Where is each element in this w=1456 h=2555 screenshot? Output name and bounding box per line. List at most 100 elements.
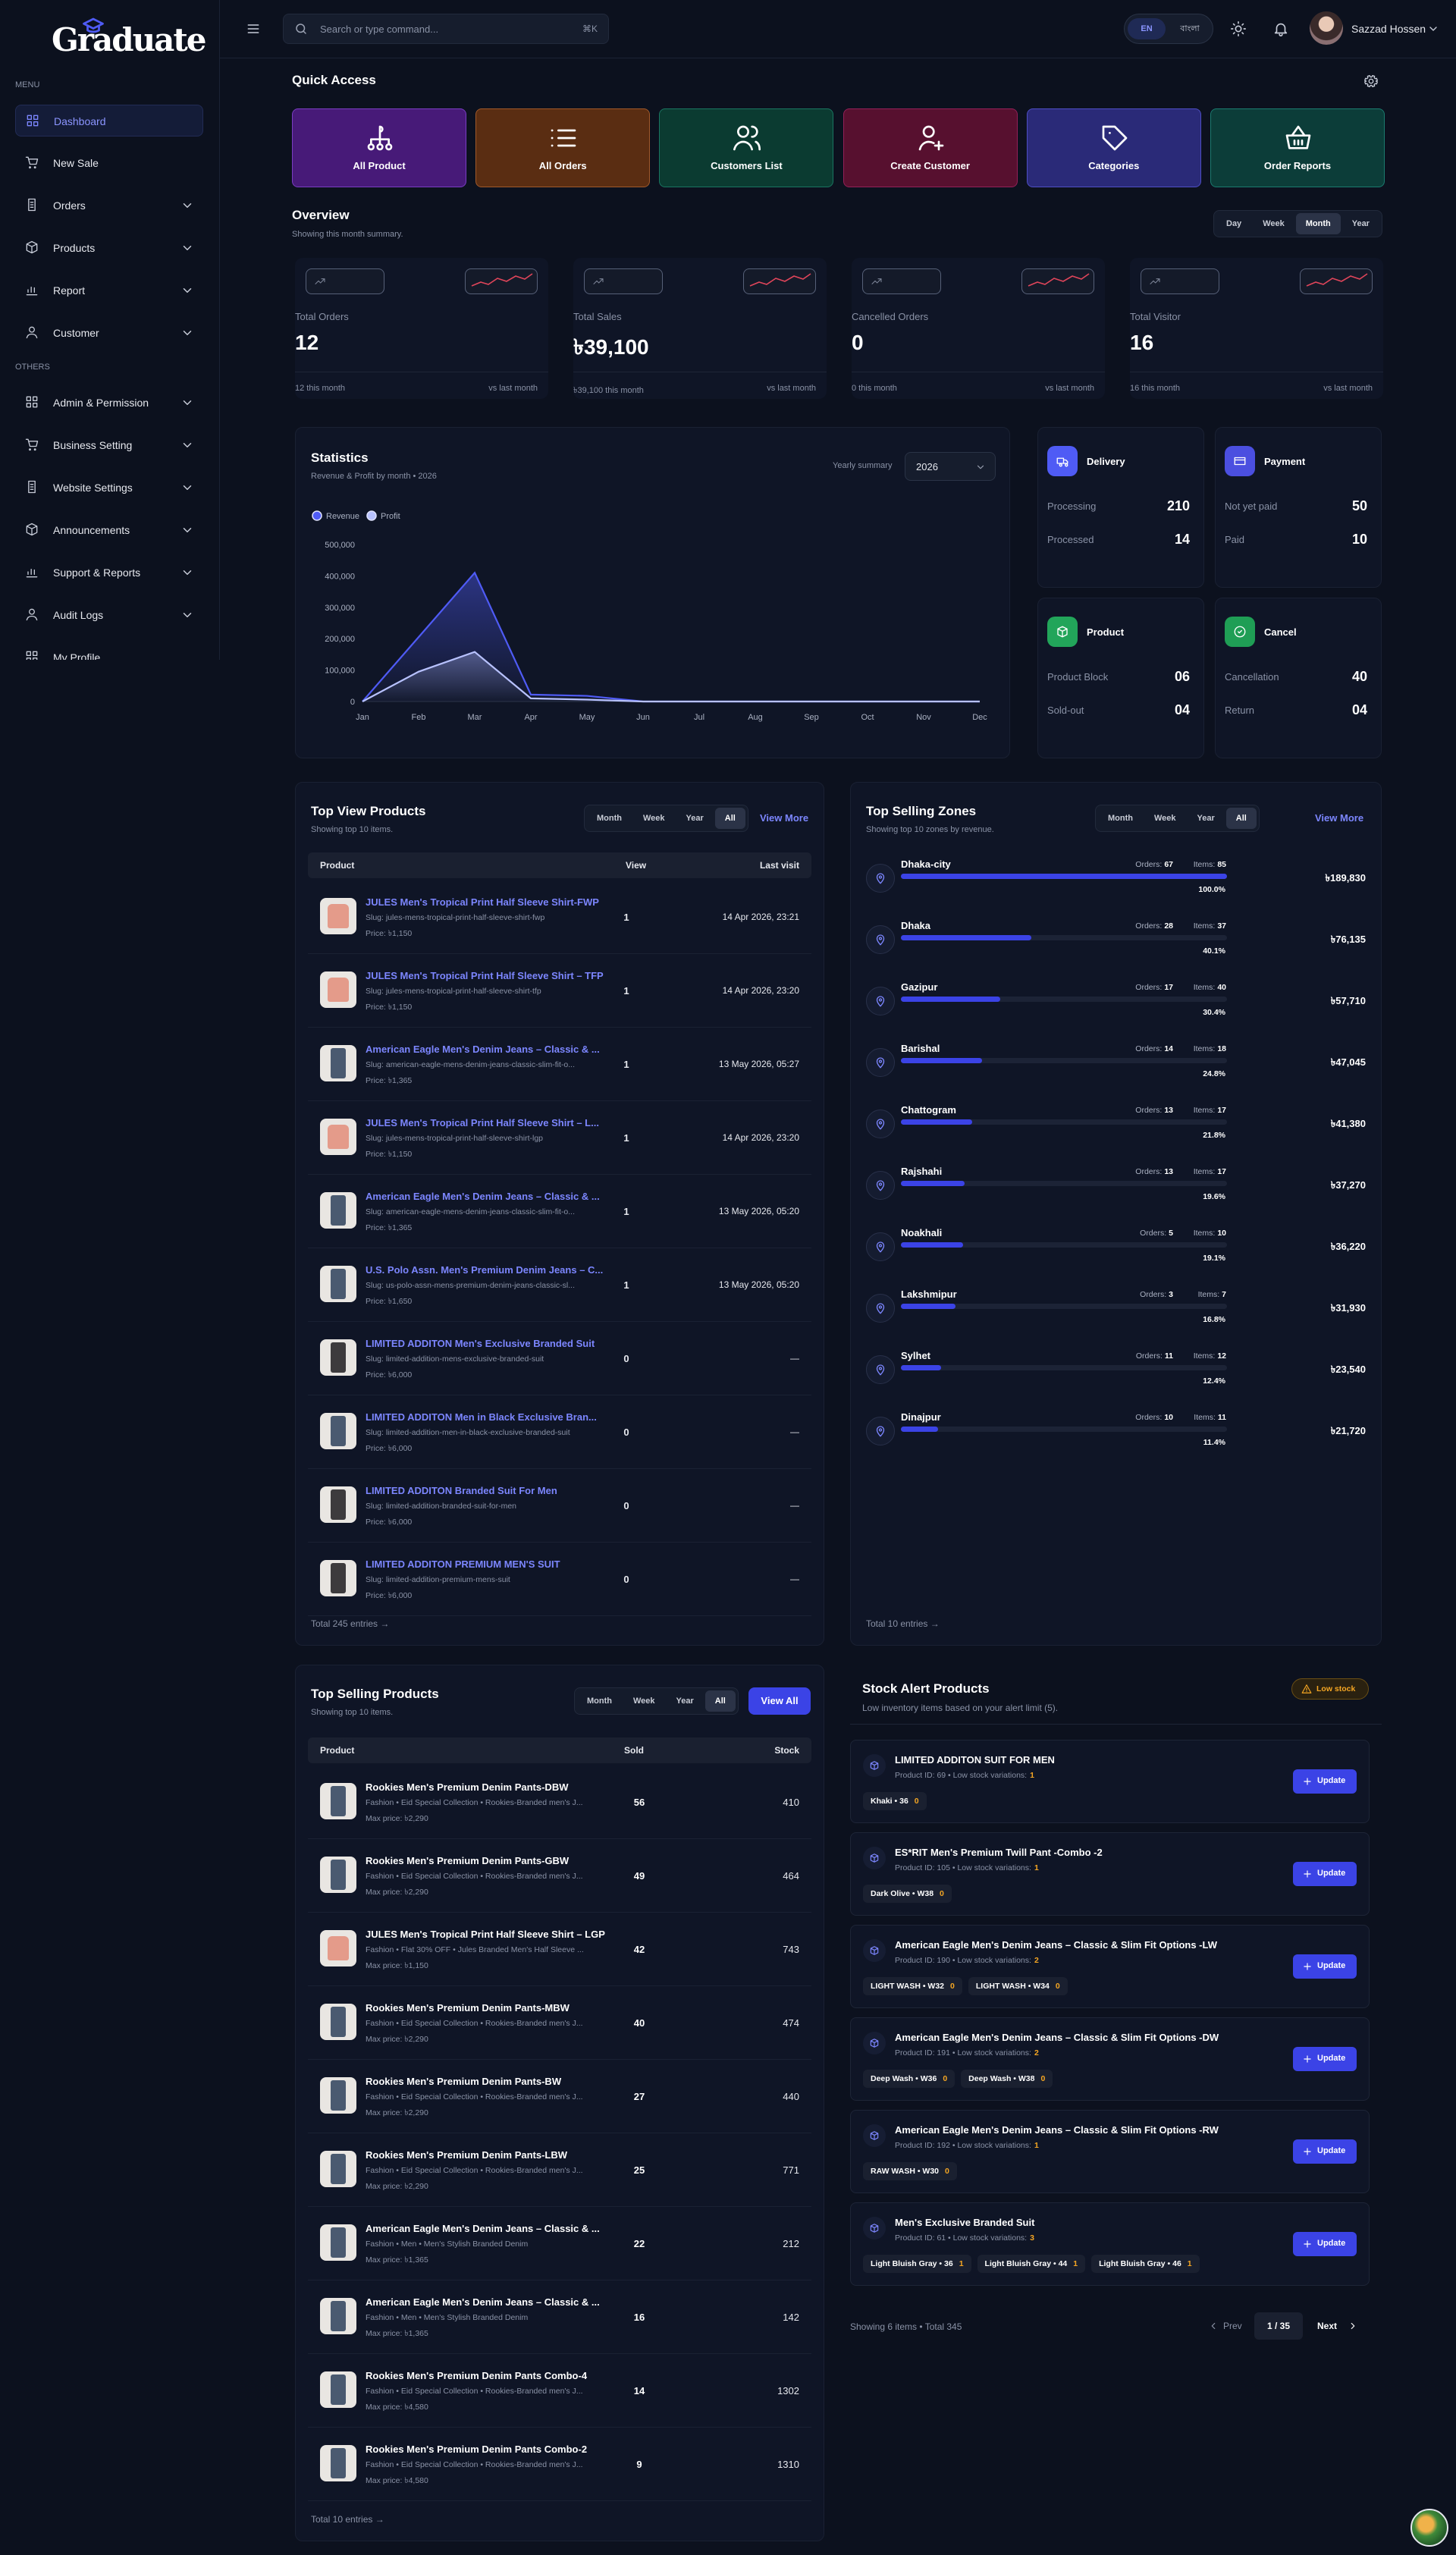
sold-count: 9	[636, 2459, 642, 2470]
tab[interactable]: Week	[1153, 814, 1176, 823]
quick-access-card[interactable]: Create Customer	[843, 108, 1018, 187]
prev-button[interactable]: Prev	[1202, 2312, 1254, 2340]
search-box[interactable]: Search or type command... ⌘K	[283, 14, 609, 44]
tab[interactable]: Month	[1108, 814, 1133, 823]
zone-row: Rajshahi Orders: 13 Items: 17 19.6% ৳37,270	[851, 1154, 1381, 1216]
icon-path	[876, 1241, 885, 1253]
x-tick-label: Sep	[804, 713, 819, 722]
update-button[interactable]: Update	[1293, 2232, 1357, 2256]
product-thumbnail	[320, 1857, 356, 1893]
nav-item[interactable]: Products	[15, 232, 203, 264]
product-name[interactable]: American Eagle Men's Denim Jeans – Class…	[366, 1044, 600, 1055]
tab[interactable]: All	[1225, 808, 1257, 829]
product-name[interactable]: Rookies Men's Premium Denim Pants-GBW	[366, 1855, 570, 1866]
tab[interactable]: Month	[597, 814, 622, 823]
product-name[interactable]: Rookies Men's Premium Denim Pants Combo-…	[366, 2370, 588, 2381]
quick-access-card[interactable]: Customers List	[659, 108, 834, 187]
product-name[interactable]: American Eagle Men's Denim Jeans – Class…	[366, 2296, 600, 2308]
nav-item[interactable]: Admin & Permission	[15, 387, 203, 419]
quick-access-card[interactable]: Categories	[1026, 108, 1201, 187]
table-footer[interactable]: Total 10 entries →	[866, 1618, 940, 1629]
product-name[interactable]: LIMITED ADDITON Men's Exclusive Branded …	[366, 1338, 595, 1349]
product-name[interactable]: LIMITED ADDITON PREMIUM MEN'S SUIT	[366, 1558, 560, 1570]
product-name[interactable]: LIMITED ADDITON Branded Suit For Men	[366, 1485, 557, 1496]
nav-item[interactable]: Business Setting	[15, 429, 203, 461]
product-name[interactable]: Rookies Men's Premium Denim Pants-MBW	[366, 2002, 570, 2014]
update-label: Update	[1317, 1776, 1346, 1785]
product-name[interactable]: American Eagle Men's Denim Jeans – Class…	[366, 1191, 600, 1202]
icon	[183, 443, 192, 447]
view-count: 1	[623, 985, 629, 997]
nav-item[interactable]: Website Settings	[15, 472, 203, 504]
language-option[interactable]: EN	[1128, 18, 1166, 39]
icon	[183, 331, 192, 335]
stock-count: 212	[783, 2238, 799, 2249]
column-header: Last visit	[759, 860, 799, 871]
product-name[interactable]: LIMITED ADDITON Men in Black Exclusive B…	[366, 1411, 597, 1423]
nav-item[interactable]: Report	[15, 275, 203, 306]
user-name[interactable]: Sazzad Hossen	[1351, 23, 1426, 35]
share-label: 19.6%	[1203, 1192, 1225, 1201]
tab[interactable]: All	[714, 808, 745, 829]
tab[interactable]: All	[704, 1690, 736, 1712]
product-name[interactable]: JULES Men's Tropical Print Half Sleeve S…	[366, 896, 599, 908]
product-name[interactable]: Rookies Men's Premium Denim Pants Combo-…	[366, 2444, 588, 2455]
table-row: American Eagle Men's Denim Jeans – Class…	[308, 2280, 811, 2354]
language-option[interactable]: বাংলা	[1180, 24, 1200, 33]
tab[interactable]: Year	[1351, 219, 1370, 228]
variation-chip: Light Bluish Gray • 36 1	[863, 2255, 971, 2273]
view-more-link[interactable]: View More	[760, 812, 809, 824]
nav-item[interactable]: Dashboard	[15, 105, 203, 137]
product-name[interactable]: American Eagle Men's Denim Jeans – Class…	[366, 2223, 600, 2234]
avatar[interactable]	[1310, 11, 1343, 45]
nav-item[interactable]: Audit Logs	[15, 599, 203, 631]
view-more-link[interactable]: View More	[1315, 812, 1364, 824]
items-value: 85	[1217, 860, 1226, 869]
tab[interactable]: Year	[1197, 814, 1215, 823]
icon	[1304, 2148, 1311, 2155]
tab[interactable]: Year	[686, 814, 704, 823]
update-button[interactable]: Update	[1293, 1862, 1357, 1886]
tab[interactable]: Month	[587, 1697, 612, 1706]
table-footer[interactable]: Total 245 entries →	[311, 1618, 390, 1629]
product-thumbnail	[320, 2077, 356, 2114]
tab[interactable]: Year	[676, 1697, 694, 1706]
update-button[interactable]: Update	[1293, 1769, 1357, 1794]
tab[interactable]: Day	[1226, 219, 1242, 228]
product-name[interactable]: JULES Men's Tropical Print Half Sleeve S…	[366, 970, 604, 981]
floating-avatar[interactable]	[1410, 2509, 1448, 2547]
view-count: 1	[623, 1206, 629, 1217]
nav-item[interactable]: New Sale	[15, 147, 203, 179]
nav-item[interactable]: Announcements	[15, 514, 203, 546]
next-button[interactable]: Next	[1308, 2312, 1366, 2340]
quick-access-label: All Orders	[538, 160, 587, 171]
quick-access-card[interactable]: All Product	[292, 108, 466, 187]
view-all-button[interactable]: View All	[748, 1687, 811, 1715]
share-track	[901, 935, 1227, 940]
update-button[interactable]: Update	[1293, 2047, 1357, 2071]
table-footer[interactable]: Total 10 entries →	[311, 2514, 384, 2525]
year-select[interactable]: 2026	[905, 452, 996, 481]
product-name[interactable]: JULES Men's Tropical Print Half Sleeve S…	[366, 1117, 599, 1128]
nav-item[interactable]: Orders	[15, 190, 203, 221]
tab[interactable]: Week	[632, 1697, 655, 1706]
product-name[interactable]: U.S. Polo Assn. Men's Premium Denim Jean…	[366, 1264, 604, 1276]
icon	[871, 278, 882, 284]
update-label: Update	[1317, 2146, 1346, 2155]
tab[interactable]: Week	[642, 814, 665, 823]
update-button[interactable]: Update	[1293, 1954, 1357, 1979]
update-button[interactable]: Update	[1293, 2139, 1357, 2164]
tab[interactable]: Month	[1295, 213, 1341, 234]
nav-item[interactable]: Support & Reports	[15, 557, 203, 589]
product-name[interactable]: Rookies Men's Premium Denim Pants-BW	[366, 2076, 562, 2087]
product-name[interactable]: JULES Men's Tropical Print Half Sleeve S…	[366, 1929, 605, 1940]
tab[interactable]: Week	[1263, 219, 1285, 228]
product-price: Price: ৳1,650	[366, 1297, 413, 1306]
nav-item[interactable]: Customer	[15, 317, 203, 349]
quick-access-card[interactable]: Order Reports	[1210, 108, 1385, 187]
product-name[interactable]: Rookies Men's Premium Denim Pants-LBW	[366, 2149, 568, 2161]
update-label: Update	[1317, 1869, 1346, 1878]
product-name[interactable]: Rookies Men's Premium Denim Pants-DBW	[366, 1781, 569, 1793]
quick-access-card[interactable]: All Orders	[475, 108, 651, 187]
nav-item[interactable]: My Profile	[15, 642, 203, 660]
